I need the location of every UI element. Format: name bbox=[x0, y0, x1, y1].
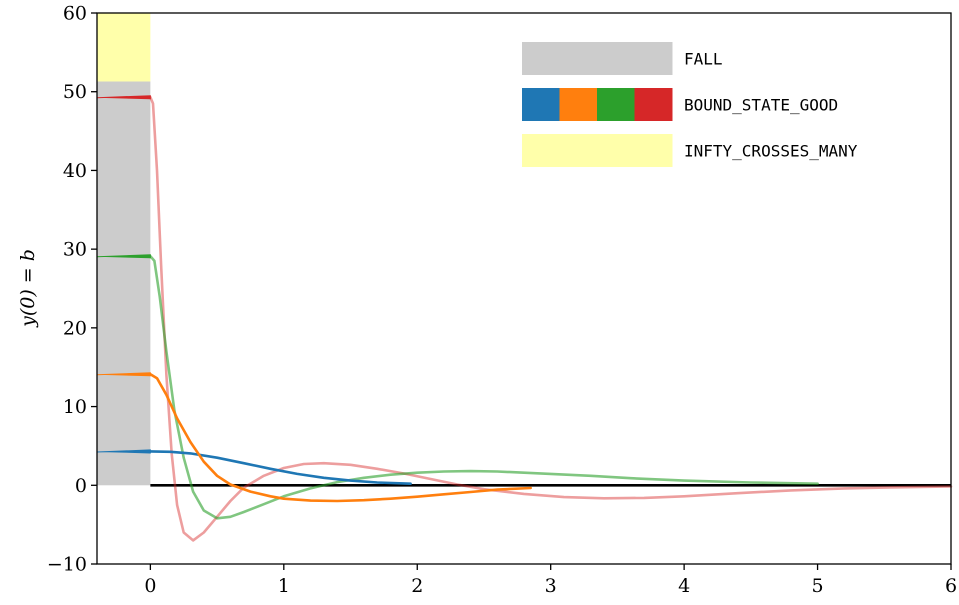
start-markers bbox=[96, 95, 151, 454]
legend-swatch bbox=[522, 88, 560, 121]
series-line-3 bbox=[149, 95, 953, 542]
x-tick-label: 4 bbox=[678, 575, 690, 597]
plot-frame bbox=[96, 12, 952, 565]
x-tick-label: 5 bbox=[812, 575, 824, 597]
legend-label: FALL bbox=[684, 50, 723, 69]
y-tick-label: 20 bbox=[63, 317, 87, 339]
y-tick-label: 0 bbox=[75, 475, 87, 497]
legend: FALL BOUND_STATE_GOOD INFTY_CROSSES_MANY bbox=[522, 42, 858, 167]
series-group bbox=[149, 95, 953, 542]
x-tick-label: 2 bbox=[411, 575, 423, 597]
legend-swatch bbox=[522, 134, 673, 167]
legend-swatch bbox=[597, 88, 635, 121]
legend-label: INFTY_CROSSES_MANY bbox=[684, 142, 858, 161]
y-tick-label: 40 bbox=[63, 160, 87, 182]
y-tick-label: 10 bbox=[63, 396, 87, 418]
series-start-marker-1 bbox=[96, 372, 151, 377]
legend-swatch bbox=[522, 42, 673, 75]
x-tick-label: 6 bbox=[945, 575, 957, 597]
y-tick-label: −10 bbox=[47, 554, 87, 576]
legend-label: BOUND_STATE_GOOD bbox=[684, 96, 838, 115]
series-start-marker-0 bbox=[96, 449, 151, 454]
series-start-marker-2 bbox=[96, 254, 151, 259]
x-tick-label: 1 bbox=[278, 575, 290, 597]
y-tick-label: 60 bbox=[63, 3, 87, 25]
region-fall bbox=[97, 81, 151, 486]
y-tick-label: 50 bbox=[63, 81, 87, 103]
x-tick-label: 0 bbox=[144, 575, 156, 597]
legend-swatch bbox=[634, 88, 673, 121]
x-axis-ticks: 0 1 2 3 4 5 6 bbox=[144, 564, 957, 597]
series-line-0 bbox=[149, 450, 412, 485]
legend-swatch bbox=[559, 88, 598, 121]
region-infty-crosses-many bbox=[97, 13, 151, 82]
y-tick-label: 30 bbox=[63, 239, 87, 261]
y-axis-label: y(0) = b bbox=[17, 249, 39, 328]
x-tick-label: 3 bbox=[545, 575, 557, 597]
y-axis-ticks: −10 0 10 20 30 40 50 60 bbox=[47, 3, 97, 576]
series-line-1 bbox=[149, 373, 532, 503]
series-start-marker-3 bbox=[96, 95, 151, 100]
series-line-2 bbox=[149, 254, 819, 520]
background-regions bbox=[97, 13, 151, 486]
